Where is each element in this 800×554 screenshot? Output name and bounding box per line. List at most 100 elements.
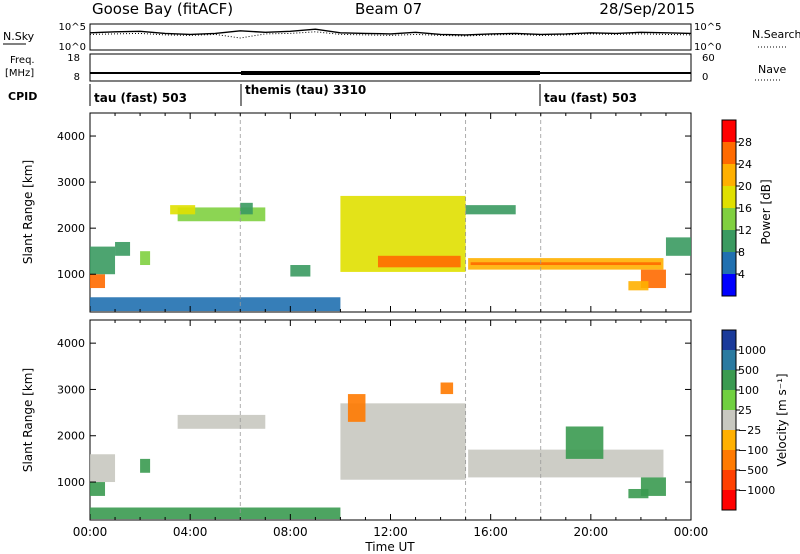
velocity-panel: 1000 2000 3000 4000 Slant Range [km] xyxy=(21,319,692,521)
power-colorbar-cell-7 xyxy=(722,274,736,297)
velocity-colorbar-tick-label-7: −1000 xyxy=(738,484,775,497)
power-ytick-label-2: 3000 xyxy=(57,176,85,189)
velocity-ylabel: Slant Range [km] xyxy=(21,368,35,472)
power-colorbar-cell-1 xyxy=(722,142,736,165)
power-ylabel: Slant Range [km] xyxy=(21,160,35,264)
freq-right-tick-top: 60 xyxy=(702,53,715,64)
velocity-colorbar-label: Velocity [m s⁻¹] xyxy=(775,373,789,466)
power-colorbar-tick-label-1: 24 xyxy=(738,158,752,171)
noise-left-tick-top: 10^5 xyxy=(59,22,86,33)
noise-right-tick-bottom: 10^0 xyxy=(694,42,721,53)
velocity-region-2 xyxy=(140,458,151,473)
velocity-colorbar-cell-8 xyxy=(722,490,736,511)
power-region-0 xyxy=(90,274,106,289)
velocity-ytick-label-0: 1000 xyxy=(57,476,85,489)
power-region-14 xyxy=(628,281,649,291)
velocity-ytick-label-1: 2000 xyxy=(57,430,85,443)
cpid-row: CPID tau (fast) 503 themis (tau) 3310 ta… xyxy=(8,83,637,106)
power-region-15 xyxy=(665,237,691,256)
power-colorbar-cell-2 xyxy=(722,164,736,187)
freq-left-tick-bottom: 8 xyxy=(74,72,80,83)
velocity-colorbar-tick-label-5: −100 xyxy=(738,444,768,457)
velocity-region-8 xyxy=(565,426,604,459)
power-region-2 xyxy=(115,241,131,256)
power-colorbar-tick-label-3: 16 xyxy=(738,202,752,215)
station-title: Goose Bay (fitACF) xyxy=(92,0,233,18)
noise-left-tick-bottom: 10^0 xyxy=(59,42,86,53)
velocity-colorbar-cell-3 xyxy=(722,390,736,411)
velocity-colorbar-tick-label-0: 1000 xyxy=(738,344,766,357)
cpid-segment-3: tau (fast) 503 xyxy=(544,91,637,105)
power-colorbar: 28 24 20 16 12 8 4 Power [dB] xyxy=(721,119,773,297)
power-colorbar-tick-label-4: 12 xyxy=(738,224,752,237)
velocity-colorbar-cell-5 xyxy=(722,430,736,451)
power-region-7 xyxy=(290,265,311,277)
velocity-colorbar-cell-6 xyxy=(722,450,736,471)
velocity-colorbar-tick-label-6: −500 xyxy=(738,464,768,477)
velocity-colorbar-cell-1 xyxy=(722,350,736,371)
freq-left-tick-top: 18 xyxy=(67,53,80,64)
freq-right-tick-bottom: 0 xyxy=(702,72,708,83)
xtick-label-3: 12:00 xyxy=(373,525,408,539)
power-ytick-label-0: 1000 xyxy=(57,268,85,281)
xtick-label-0: 00:00 xyxy=(73,525,108,539)
beam-title: Beam 07 xyxy=(355,0,422,18)
velocity-region-11 xyxy=(90,507,341,520)
x-axis-title: Time UT xyxy=(364,540,415,554)
power-colorbar-tick-label-0: 28 xyxy=(738,136,752,149)
power-colorbar-cell-5 xyxy=(722,230,736,253)
freq-panel: Freq. [MHz] Nave 18 8 60 0 xyxy=(5,53,786,83)
velocity-ytick-label-2: 3000 xyxy=(57,383,85,396)
velocity-region-1 xyxy=(90,454,116,483)
velocity-colorbar-tick-label-1: 500 xyxy=(738,364,759,377)
noise-sky-series xyxy=(89,28,692,36)
velocity-region-0 xyxy=(90,482,106,496)
velocity-colorbar-cell-7 xyxy=(722,470,736,491)
velocity-region-6 xyxy=(440,382,454,395)
cpid-segment-2: themis (tau) 3310 xyxy=(245,83,366,97)
power-colorbar-cell-4 xyxy=(722,208,736,231)
xtick-label-1: 04:00 xyxy=(173,525,208,539)
xtick-label-4: 16:00 xyxy=(473,525,508,539)
noise-search-series xyxy=(89,31,692,39)
noise-panel: N.Sky N.Search 10^5 10^0 10^5 10^0 xyxy=(3,22,800,53)
power-colorbar-tick-label-2: 20 xyxy=(738,180,752,193)
power-colorbar-cell-3 xyxy=(722,186,736,209)
freq-label: Freq. xyxy=(10,55,35,66)
power-region-3 xyxy=(140,251,151,266)
xtick-label-6: 00:00 xyxy=(674,525,709,539)
nave-label: Nave xyxy=(758,63,786,76)
power-region-5 xyxy=(170,205,196,215)
velocity-colorbar-tick-label-2: 100 xyxy=(738,384,759,397)
power-region-9 xyxy=(377,255,461,268)
power-panel: 1000 2000 3000 4000 Slant Range [km] xyxy=(21,112,692,313)
power-colorbar-cell-0 xyxy=(722,120,736,143)
velocity-colorbar-tick-label-4: −25 xyxy=(738,424,761,437)
velocity-region-3 xyxy=(177,414,266,429)
power-colorbar-label: Power [dB] xyxy=(759,179,773,244)
power-colorbar-cell-6 xyxy=(722,252,736,275)
power-region-1 xyxy=(90,246,116,275)
freq-unit-label: [MHz] xyxy=(5,68,34,79)
cpid-segment-1: tau (fast) 503 xyxy=(94,91,187,105)
velocity-colorbar-cell-2 xyxy=(722,370,736,391)
noise-sky-label: N.Sky xyxy=(3,30,35,43)
velocity-region-10 xyxy=(628,488,649,499)
velocity-colorbar-cell-4 xyxy=(722,410,736,431)
power-region-16 xyxy=(90,297,341,312)
xtick-label-2: 08:00 xyxy=(273,525,308,539)
power-colorbar-tick-label-6: 4 xyxy=(738,268,745,281)
date-title: 28/Sep/2015 xyxy=(599,0,695,18)
power-region-6 xyxy=(240,202,253,215)
velocity-ytick-label-3: 4000 xyxy=(57,337,85,350)
velocity-colorbar: 1000 500 100 25 −25 −100 −500 −1000 Velocity [m… xyxy=(721,329,789,511)
power-region-12 xyxy=(465,205,516,215)
velocity-region-5 xyxy=(347,394,366,422)
power-ytick-label-1: 2000 xyxy=(57,222,85,235)
velocity-colorbar-cell-0 xyxy=(722,330,736,351)
noise-search-label: N.Search xyxy=(752,28,800,41)
power-ytick-label-3: 4000 xyxy=(57,130,85,143)
power-colorbar-tick-label-5: 8 xyxy=(738,246,745,259)
noise-right-tick-top: 10^5 xyxy=(694,22,721,33)
